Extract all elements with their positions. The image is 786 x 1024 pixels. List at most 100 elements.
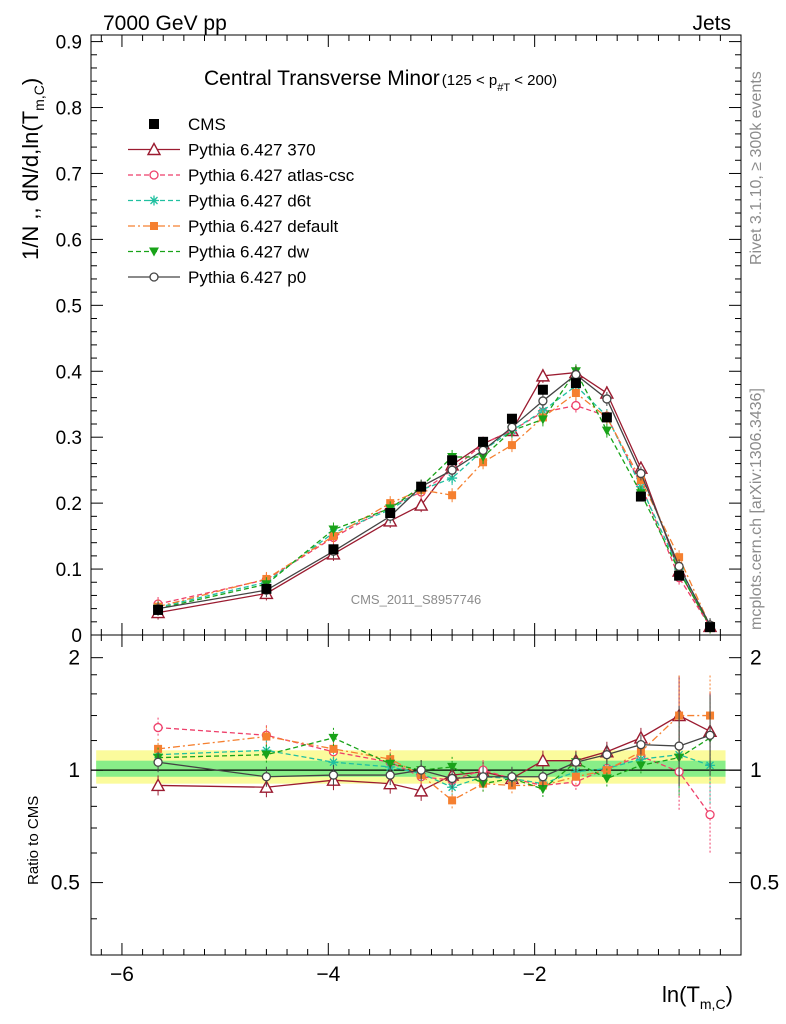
data-point xyxy=(675,553,684,562)
series-line xyxy=(157,373,711,626)
legend-item-p370: Pythia 6.427 370 xyxy=(128,141,316,160)
ratio-point xyxy=(262,732,271,741)
ratio-point xyxy=(447,773,457,784)
ratio-point xyxy=(635,761,646,771)
series-line xyxy=(157,384,711,627)
ratio-y-tick-label-right: 2 xyxy=(750,647,762,670)
legend-marker xyxy=(149,195,159,206)
ratio-y-tick-label: 0.5 xyxy=(51,872,80,895)
x-tick-label: −2 xyxy=(523,963,547,986)
y-tick-label: 0.4 xyxy=(56,362,83,383)
ratio-point xyxy=(602,750,612,760)
y-tick-label: 0.5 xyxy=(56,296,82,317)
y-tick-label: 0.2 xyxy=(56,494,82,515)
legend-label: Pythia 6.427 d6t xyxy=(188,192,311,211)
legend-label: Pythia 6.427 370 xyxy=(188,141,316,160)
x-tick-label: −6 xyxy=(110,963,134,986)
legend: CMS Pythia 6.427 370 Pythia 6.427 atlas-cs… xyxy=(128,115,355,287)
energy-label: 7000 GeV pp xyxy=(103,12,227,35)
cms-point xyxy=(570,378,581,389)
legend-item-atlas: Pythia 6.427 atlas-csc xyxy=(128,166,355,185)
ratio-point xyxy=(153,757,163,767)
series-line xyxy=(157,371,711,627)
ratio-point xyxy=(674,741,684,751)
ratio-series-p0 xyxy=(153,695,715,789)
cms-point xyxy=(153,604,164,615)
rivet-side-label: Rivet 3.1.10, ≥ 300k events xyxy=(748,71,765,265)
legend-label: Pythia 6.427 default xyxy=(188,217,339,236)
cms-point xyxy=(416,481,427,492)
cms-point xyxy=(705,622,716,633)
legend-marker xyxy=(149,247,159,257)
ratio-point xyxy=(538,772,548,782)
ratio-point xyxy=(385,759,396,769)
plot-title: Central Transverse Minor (125 < p#T < 200… xyxy=(204,67,557,94)
ratio-line xyxy=(157,714,711,802)
ratio-point xyxy=(705,730,715,740)
ratio-y-tick-label: 1 xyxy=(68,759,80,782)
ratio-line xyxy=(158,749,711,788)
series-cms xyxy=(153,378,716,633)
data-point xyxy=(571,389,580,398)
legend-item-default: Pythia 6.427 default xyxy=(128,217,339,236)
legend-marker xyxy=(146,142,162,156)
legend-item-p0: Pythia 6.427 p0 xyxy=(128,268,306,287)
ratio-point xyxy=(413,783,429,797)
data-point xyxy=(674,561,684,572)
uncertainty-band-green xyxy=(96,760,726,777)
cms-point xyxy=(601,412,612,423)
ratio-point xyxy=(571,772,580,781)
legend-marker xyxy=(149,272,159,282)
legend-item-cms: CMS xyxy=(149,115,226,134)
legend-label: Pythia 6.427 dw xyxy=(188,243,310,262)
ratio-point xyxy=(385,770,395,780)
cms-point xyxy=(537,384,548,395)
reference-label: CMS_2011_S8957746 xyxy=(351,592,482,607)
y-tick-label: 0.9 xyxy=(56,33,82,54)
top-ylabel: 1/N ,, dN/d,ln(Tm,C) xyxy=(18,78,47,260)
legend-label: Pythia 6.427 atlas-csc xyxy=(188,166,355,185)
ratio-y-tick-label: 2 xyxy=(68,647,80,670)
ratio-point xyxy=(153,722,163,733)
legend-item-d6t: Pythia 6.427 d6t xyxy=(128,192,311,211)
data-point xyxy=(601,426,612,436)
process-label: Jets xyxy=(692,12,731,35)
series-line xyxy=(157,392,711,627)
legend-label: Pythia 6.427 p0 xyxy=(188,268,306,287)
y-tick-label: 0.3 xyxy=(56,428,82,449)
data-point xyxy=(447,465,457,475)
ratio-point xyxy=(447,762,458,772)
ratio-point xyxy=(636,740,646,750)
ratio-point xyxy=(705,810,715,820)
data-point xyxy=(478,452,489,462)
data-point xyxy=(413,497,429,511)
data-point xyxy=(571,400,581,411)
ratio-point xyxy=(150,777,166,792)
ratio-line xyxy=(157,734,711,780)
ratio-point xyxy=(535,753,551,767)
ratio-frame xyxy=(90,634,742,956)
data-point xyxy=(507,441,516,450)
data-point xyxy=(535,368,551,382)
cms-point xyxy=(506,413,517,424)
ratio-point xyxy=(261,772,272,782)
data-point xyxy=(537,415,548,425)
y-tick-label: 0.6 xyxy=(56,230,82,251)
y-tick-label: 0.7 xyxy=(56,164,82,185)
main-plot-panel: 0 0.1 0.2 0.3 0.4 0.5 0.6 0.7 0.8 0.9 xyxy=(56,33,742,955)
ratio-point xyxy=(601,774,612,784)
ratio-y-tick-label-right: 1 xyxy=(750,759,762,782)
ratio-plot-panel: −6 −4 −2 0.5 0.5 1 1 2 2 xyxy=(51,634,779,986)
xlabel: ln(Tm,C) xyxy=(662,982,733,1012)
legend-marker xyxy=(150,222,158,230)
ratio-line xyxy=(158,714,711,792)
ratio-point xyxy=(329,744,338,753)
mcplots-side-label: mcplots.cern.ch [arXiv:1306.3436] xyxy=(748,388,765,630)
x-tick-label: −4 xyxy=(316,963,340,986)
data-point xyxy=(538,396,548,406)
ratio-point xyxy=(537,785,548,795)
series-line xyxy=(157,370,711,627)
cms-point xyxy=(385,508,396,519)
ratio-point xyxy=(507,772,517,782)
